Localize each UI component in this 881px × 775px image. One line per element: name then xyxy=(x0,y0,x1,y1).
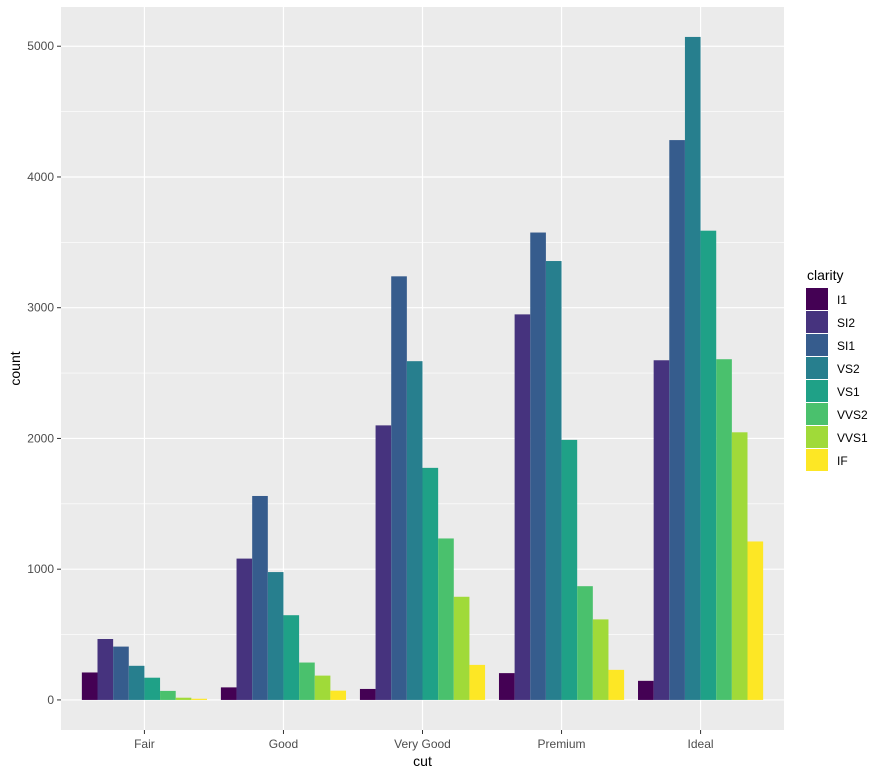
bar-fair-vvs1 xyxy=(175,697,192,700)
bar-ideal-vvs2 xyxy=(716,359,732,700)
bar-fair-vs1 xyxy=(144,677,161,700)
bar-good-i1 xyxy=(220,687,237,700)
y-tick-label: 1000 xyxy=(27,562,54,576)
bar-fair-i1 xyxy=(81,672,98,700)
bar-premium-si2 xyxy=(514,314,531,700)
legend-key-si1 xyxy=(806,334,828,356)
legend-label-i1: I1 xyxy=(837,293,847,307)
bar-very-good-vs2 xyxy=(406,361,423,700)
legend-label-vs2: VS2 xyxy=(837,362,860,376)
bar-very-good-si1 xyxy=(391,276,407,700)
legend-key-vvs1 xyxy=(806,426,828,448)
bar-very-good-vvs1 xyxy=(453,596,470,700)
bar-fair-si1 xyxy=(113,646,129,700)
y-tick-label: 3000 xyxy=(27,301,54,315)
y-axis: 0 1000 2000 3000 4000 5000 xyxy=(27,39,61,707)
bar-ideal-si2 xyxy=(653,360,670,700)
x-axis-title: cut xyxy=(413,753,432,769)
bar-premium-vvs2 xyxy=(577,586,593,700)
bar-good-vs1 xyxy=(283,615,300,700)
bar-premium-if xyxy=(608,669,625,700)
bar-ideal-vvs1 xyxy=(731,432,748,700)
bar-very-good-si2 xyxy=(375,425,392,700)
legend-key-if xyxy=(806,449,828,471)
x-tick-label: Good xyxy=(269,737,298,751)
x-tick-label: Ideal xyxy=(688,737,714,751)
legend-label-vvs2: VVS2 xyxy=(837,408,868,422)
legend-key-vs1 xyxy=(806,380,828,402)
bar-premium-i1 xyxy=(498,673,515,700)
legend-label-vs1: VS1 xyxy=(837,385,860,399)
bar-fair-vvs2 xyxy=(160,690,176,700)
legend-key-vvs2 xyxy=(806,403,828,425)
bar-premium-si1 xyxy=(530,232,546,700)
legend: clarity I1 SI2 SI1 VS2 VS1 VVS2 VVS1 IF xyxy=(806,267,868,471)
bar-good-vvs1 xyxy=(314,675,331,700)
y-axis-title: count xyxy=(7,351,23,385)
x-axis: Fair Good Very Good Premium Ideal xyxy=(134,730,714,751)
bar-good-vvs2 xyxy=(299,662,315,700)
y-tick-label: 5000 xyxy=(27,39,54,53)
bar-fair-vs2 xyxy=(128,665,145,700)
legend-key-vs2 xyxy=(806,357,828,379)
bar-ideal-si1 xyxy=(669,140,685,700)
bar-premium-vs2 xyxy=(545,261,562,700)
legend-title: clarity xyxy=(807,267,844,283)
legend-label-si1: SI1 xyxy=(837,339,855,353)
bar-premium-vvs1 xyxy=(592,619,609,700)
legend-label-vvs1: VVS1 xyxy=(837,431,868,445)
y-tick-label: 0 xyxy=(47,693,54,707)
legend-label-if: IF xyxy=(837,454,848,468)
bar-ideal-if xyxy=(747,541,764,700)
x-tick-label: Fair xyxy=(134,737,155,751)
bar-premium-vs1 xyxy=(561,439,578,700)
bar-very-good-if xyxy=(469,664,486,700)
bar-ideal-vs2 xyxy=(684,36,701,700)
bar-very-good-vs1 xyxy=(422,467,439,700)
bar-good-vs2 xyxy=(267,572,284,700)
y-tick-label: 4000 xyxy=(27,170,54,184)
bar-very-good-i1 xyxy=(359,688,376,700)
bar-good-si2 xyxy=(236,558,253,700)
x-tick-label: Very Good xyxy=(394,737,451,751)
bar-fair-si2 xyxy=(97,639,114,700)
bar-good-si1 xyxy=(252,495,268,700)
legend-key-si2 xyxy=(806,311,828,333)
bar-good-if xyxy=(330,690,347,700)
bar-very-good-vvs2 xyxy=(438,538,454,700)
x-tick-label: Premium xyxy=(538,737,586,751)
bar-fair-if xyxy=(191,698,207,700)
bar-ideal-vs1 xyxy=(700,230,717,700)
legend-label-si2: SI2 xyxy=(837,316,855,330)
legend-key-i1 xyxy=(806,288,828,310)
bars xyxy=(81,36,764,700)
y-tick-label: 2000 xyxy=(27,431,54,445)
bar-ideal-i1 xyxy=(638,680,654,700)
